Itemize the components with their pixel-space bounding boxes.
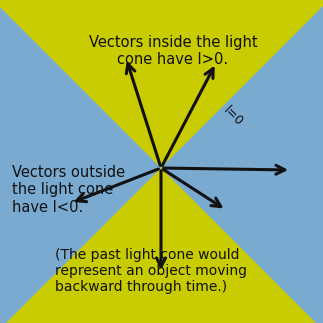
Text: l=0: l=0 (221, 104, 245, 129)
Polygon shape (0, 168, 323, 323)
Text: Vectors outside
the light cone
have I<0.: Vectors outside the light cone have I<0. (12, 165, 125, 215)
Text: Vectors inside the light
cone have I>0.: Vectors inside the light cone have I>0. (89, 35, 257, 68)
Polygon shape (0, 0, 323, 168)
Text: (The past light cone would
represent an object moving
backward through time.): (The past light cone would represent an … (55, 248, 247, 294)
